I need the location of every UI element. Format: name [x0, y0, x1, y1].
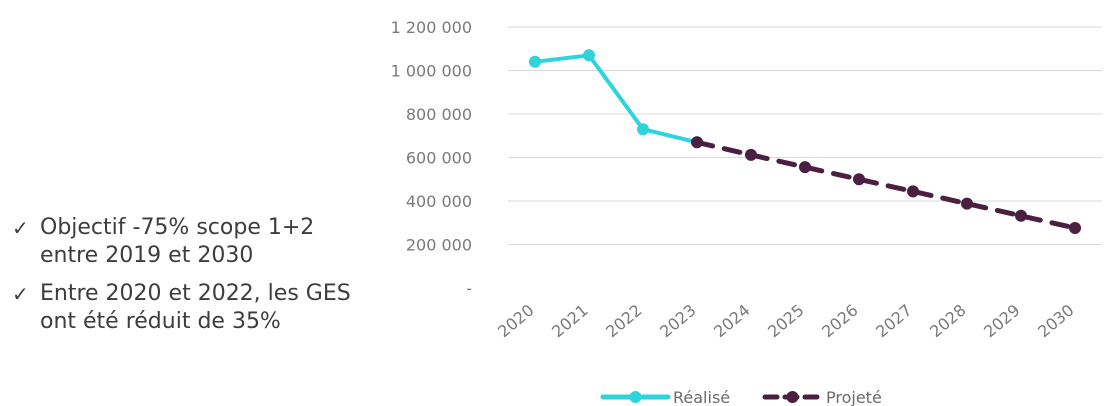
data-point — [961, 197, 973, 210]
x-tick-label: 2025 — [764, 301, 807, 342]
x-tick-label: 2023 — [656, 301, 699, 342]
series-line-realise — [533, 53, 699, 145]
data-point — [853, 173, 865, 186]
checkmark-icon: ✓ — [12, 216, 29, 240]
x-tick-label: 2020 — [494, 301, 537, 342]
y-tick-label: 1 200 000 — [391, 18, 472, 37]
y-tick-label: 800 000 — [406, 105, 472, 124]
y-tick-label: - — [466, 279, 472, 298]
bullet-text: Entre 2020 et 2022, les GES ont été rédu… — [40, 281, 351, 334]
data-point — [529, 55, 541, 68]
x-tick-label: 2022 — [602, 301, 645, 342]
x-tick-label: 2030 — [1034, 301, 1077, 342]
x-tick-label: 2021 — [548, 301, 591, 342]
x-tick-label: 2024 — [710, 301, 753, 342]
checkmark-icon: ✓ — [12, 282, 29, 306]
legend-label: Projeté — [826, 388, 882, 406]
bullet-text: Objectif -75% scope 1+2 entre 2019 et 20… — [40, 215, 315, 268]
x-tick-label: 2028 — [926, 301, 969, 342]
legend-label: Réalisé — [673, 388, 730, 406]
data-point — [637, 123, 649, 136]
bullet-item: ✓ Objectif -75% scope 1+2 entre 2019 et … — [12, 214, 352, 270]
series-line-projete — [694, 139, 1078, 231]
x-tick-label: 2027 — [872, 301, 915, 342]
data-point — [907, 185, 919, 198]
bullet-list: ✓ Objectif -75% scope 1+2 entre 2019 et … — [12, 214, 352, 346]
data-point — [1069, 221, 1081, 234]
data-point — [583, 49, 595, 62]
x-tick-label: 2026 — [818, 301, 861, 342]
data-point — [1015, 209, 1027, 222]
y-tick-label: 400 000 — [406, 192, 472, 211]
data-point — [799, 161, 811, 174]
y-tick-label: 1 000 000 — [391, 62, 472, 81]
y-tick-label: 600 000 — [406, 149, 472, 168]
bullet-item: ✓ Entre 2020 et 2022, les GES ont été ré… — [12, 280, 352, 336]
legend-marker — [629, 391, 642, 403]
y-tick-label: 200 000 — [406, 236, 472, 255]
data-point — [745, 148, 757, 161]
data-point — [691, 136, 703, 149]
legend-marker — [786, 391, 799, 403]
x-tick-label: 2029 — [980, 301, 1023, 342]
